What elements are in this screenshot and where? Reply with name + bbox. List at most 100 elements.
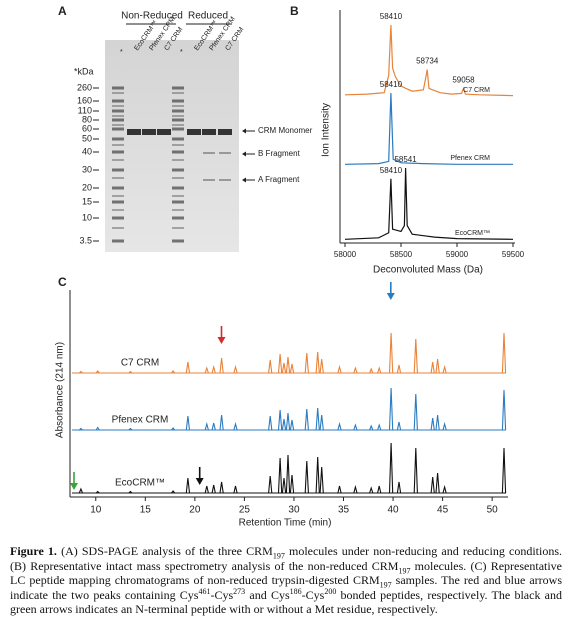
spectrum-line	[344, 24, 514, 97]
x-tick-label: 25	[239, 505, 251, 516]
chromatogram-peak	[319, 414, 324, 431]
ladder-band	[112, 216, 124, 220]
protein-band	[202, 129, 216, 135]
protein-band	[142, 129, 156, 135]
caption-text: 461	[198, 586, 211, 596]
ladder-band	[172, 99, 184, 103]
ladder-band	[172, 137, 184, 141]
caption-text: 197	[398, 565, 411, 575]
ladder-band	[112, 99, 124, 103]
ladder-band	[172, 118, 184, 122]
marker-label: 260	[77, 82, 92, 92]
panel-label: A	[58, 4, 67, 18]
series-label: EcoCRM™	[455, 230, 490, 237]
chromatogram-peak	[501, 447, 507, 494]
ladder-band	[112, 127, 124, 131]
x-axis-label: Retention Time (min)	[239, 518, 332, 529]
chromatogram-peak	[315, 407, 320, 431]
spectrum-line	[344, 167, 514, 240]
peak-label: 58734	[416, 57, 439, 66]
caption-text: 197	[379, 580, 392, 590]
ladder-band	[112, 186, 124, 190]
x-tick-label: 15	[140, 505, 152, 516]
chromatogram-peak	[211, 484, 216, 494]
chromatogram-peak	[369, 424, 374, 431]
chromatogram-peak	[319, 358, 324, 374]
gel-header: Reduced	[188, 11, 228, 22]
ladder-band	[172, 144, 184, 146]
marker-label: 80	[82, 114, 92, 124]
ladder-band	[172, 200, 184, 204]
series-label: Pfenex CRM	[112, 415, 169, 426]
chromatogram-peak	[337, 485, 342, 494]
ladder-band	[112, 118, 124, 122]
chromatogram-peak	[95, 490, 100, 494]
chromatogram-peak	[233, 421, 238, 431]
ladder-band	[112, 150, 124, 154]
gel-header: Non-Reduced	[121, 11, 183, 22]
chromatogram-peak	[304, 408, 309, 431]
lane-label: *	[180, 49, 183, 56]
ladder-band	[112, 109, 124, 113]
x-tick-label: 58000	[334, 250, 357, 259]
caption-text: (A) SDS-PAGE analysis of the three CRM	[56, 544, 273, 558]
chromatogram-peak	[396, 364, 402, 374]
ladder-band	[172, 109, 184, 113]
marker-label: 50	[82, 133, 92, 143]
ladder-band	[172, 168, 184, 172]
ladder-band	[112, 177, 124, 179]
marker-label: 110	[78, 105, 92, 115]
chromatogram-peak	[289, 363, 295, 374]
chromatogram-peak	[319, 466, 324, 494]
ladder-band	[112, 124, 124, 126]
chromatogram-peak	[377, 366, 382, 374]
chromatogram-peak	[430, 361, 435, 374]
x-axis-label: Deconvoluted Mass (Da)	[373, 265, 483, 276]
caption-text: molecules under non-reducing and reducin…	[10, 544, 562, 573]
chromatogram-peak	[377, 485, 382, 494]
protein-band	[218, 129, 232, 135]
chromatogram-peak	[337, 364, 342, 374]
marker-label: 40	[82, 146, 92, 156]
chromatogram-peak	[185, 415, 191, 431]
chromatogram-peak	[442, 364, 447, 374]
chromatogram-peak	[233, 485, 238, 494]
protein-band	[157, 129, 171, 135]
caption-text: Figure 1.	[10, 544, 57, 558]
chromatogram-peak	[396, 481, 402, 494]
chromatogram-peak	[353, 423, 358, 431]
peak-label: 58410	[380, 80, 403, 89]
chromatogram-peak	[204, 421, 209, 431]
chromatogram-peak	[185, 477, 191, 494]
ladder-band	[172, 127, 184, 131]
marker-label: 30	[82, 164, 92, 174]
fragment-band	[203, 152, 215, 154]
marker-label: 160	[77, 95, 92, 105]
chromatogram-peak	[435, 472, 440, 494]
chromatogram-peak	[219, 357, 224, 374]
chromatogram-peak	[388, 442, 394, 494]
chromatogram-peak	[233, 364, 238, 374]
chromatogram-peak	[315, 456, 320, 494]
fragment-band	[219, 179, 231, 181]
chromatogram-peak	[128, 370, 133, 374]
x-tick-label: 40	[387, 505, 399, 516]
chromatogram-peak	[353, 484, 358, 494]
chromatogram-peak	[304, 460, 309, 494]
x-tick-label: 50	[487, 505, 499, 516]
chromatogram-peak	[353, 366, 358, 374]
gel-annotation: CRM Monomer	[258, 126, 313, 135]
marker-label: 15	[82, 196, 92, 206]
series-label: C7 CRM	[121, 358, 159, 369]
caption-text: molecules. (C) Representative LC peptide…	[10, 558, 563, 588]
caption-text: samples. The red and blue arrows indicat…	[10, 573, 562, 602]
ladder-band	[172, 186, 184, 190]
gel-annotation: B Fragment	[258, 149, 301, 158]
chromatogram-peak	[281, 362, 287, 374]
caption-text: 200	[324, 586, 337, 596]
ladder-band	[112, 200, 124, 204]
ladder-band	[172, 227, 184, 229]
ladder-band	[172, 115, 184, 117]
arrow-head	[242, 128, 246, 134]
